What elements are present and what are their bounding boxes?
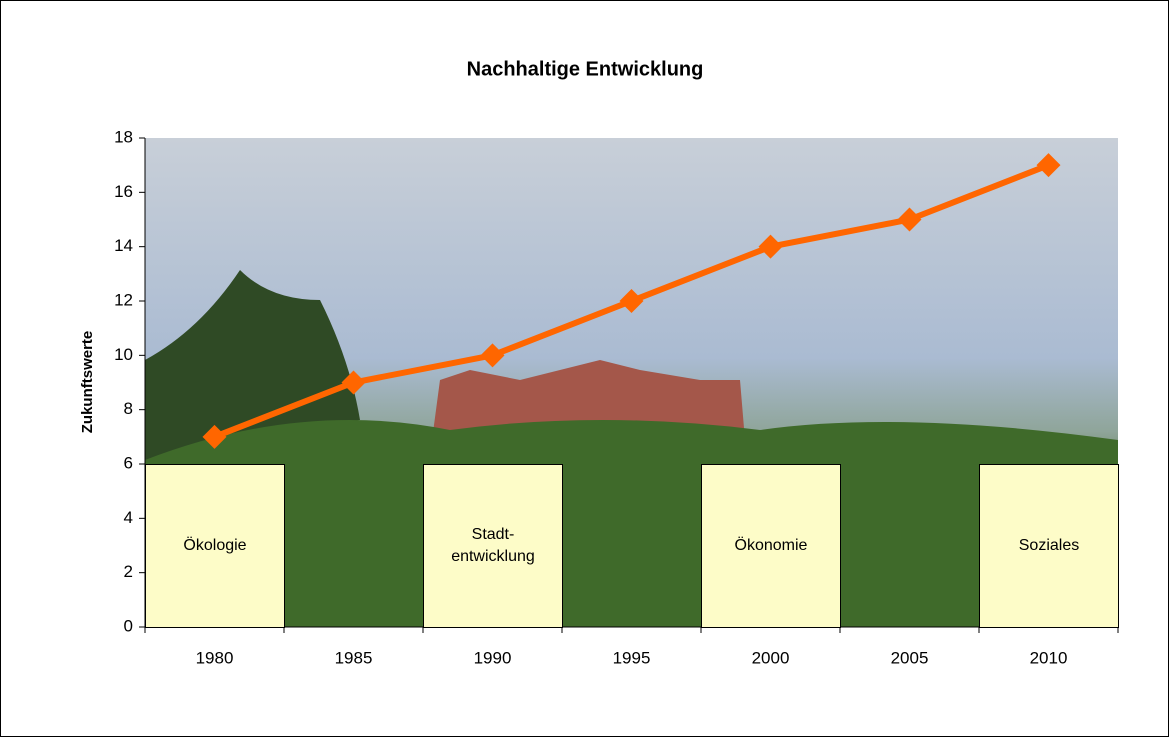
y-axis-label: Zukunftswerte [79,331,96,434]
x-tick-label: 1980 [196,648,234,667]
x-tick-label: 1995 [613,648,651,667]
x-tick-label: 2000 [752,648,790,667]
marker [480,343,505,368]
x-tick-label: 2010 [1030,648,1068,667]
marker [202,424,227,449]
marker [758,234,783,259]
y-tick-label: 18 [114,127,133,146]
tree [145,270,360,460]
y-tick-label: 10 [114,345,133,364]
annotation-box: Ökologie [145,464,285,628]
y-tick-label: 8 [124,399,133,418]
y-tick-label: 4 [124,508,133,527]
castle [432,360,745,440]
greenery [145,420,1118,627]
annotation-box: Ökonomie [701,464,841,628]
marker [1036,153,1061,178]
y-tick-label: 0 [124,616,133,635]
x-tick-label: 1985 [335,648,373,667]
annotation-box: Soziales [979,464,1119,628]
x-tick-label: 2005 [891,648,929,667]
chart-title: Nachhaltige Entwicklung [467,58,704,80]
y-tick-label: 6 [124,453,133,472]
y-tick-label: 2 [124,562,133,581]
marker [897,207,922,232]
y-tick-label: 16 [114,182,133,201]
annotation-box: Stadt- entwicklung [423,464,563,628]
marker [619,289,644,313]
y-tick-label: 12 [114,290,133,309]
marker [341,370,366,395]
x-tick-label: 1990 [474,648,512,667]
y-tick-label: 14 [114,236,133,255]
